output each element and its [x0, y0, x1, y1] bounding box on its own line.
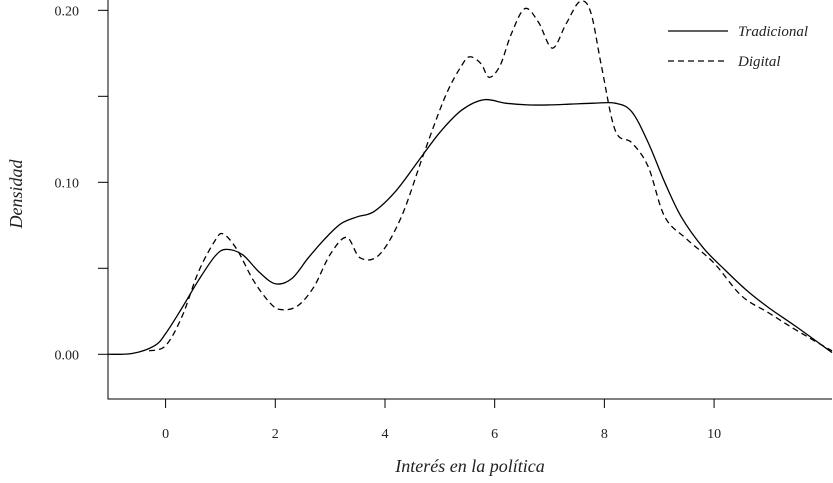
- plot-lines: [107, 0, 833, 355]
- legend-label-tradicional: Tradicional: [738, 24, 808, 40]
- y-tick-label: 0.10: [55, 176, 80, 191]
- legend-label-digital: Digital: [737, 54, 781, 70]
- x-tick-label: 8: [601, 427, 608, 442]
- y-tick-label: 0.20: [55, 4, 80, 19]
- y-axis-title: Densidad: [6, 159, 26, 230]
- x-tick-label: 6: [491, 427, 498, 442]
- x-axis-title: Interés en la política: [394, 456, 544, 476]
- series-line-digital: [148, 0, 833, 352]
- axes: 0 2 4 6 8 10 0.00 0.10 0.20: [55, 0, 832, 442]
- x-tick-label: 2: [272, 427, 279, 442]
- x-tick-label: 10: [707, 427, 721, 442]
- y-tick-label: 0.00: [55, 348, 80, 363]
- axis-frame: [107, 0, 832, 400]
- x-tick-label: 4: [381, 427, 388, 442]
- legend: Tradicional Digital: [668, 24, 808, 70]
- series-line-tradicional: [107, 98, 833, 355]
- x-tick-label: 0: [162, 427, 169, 442]
